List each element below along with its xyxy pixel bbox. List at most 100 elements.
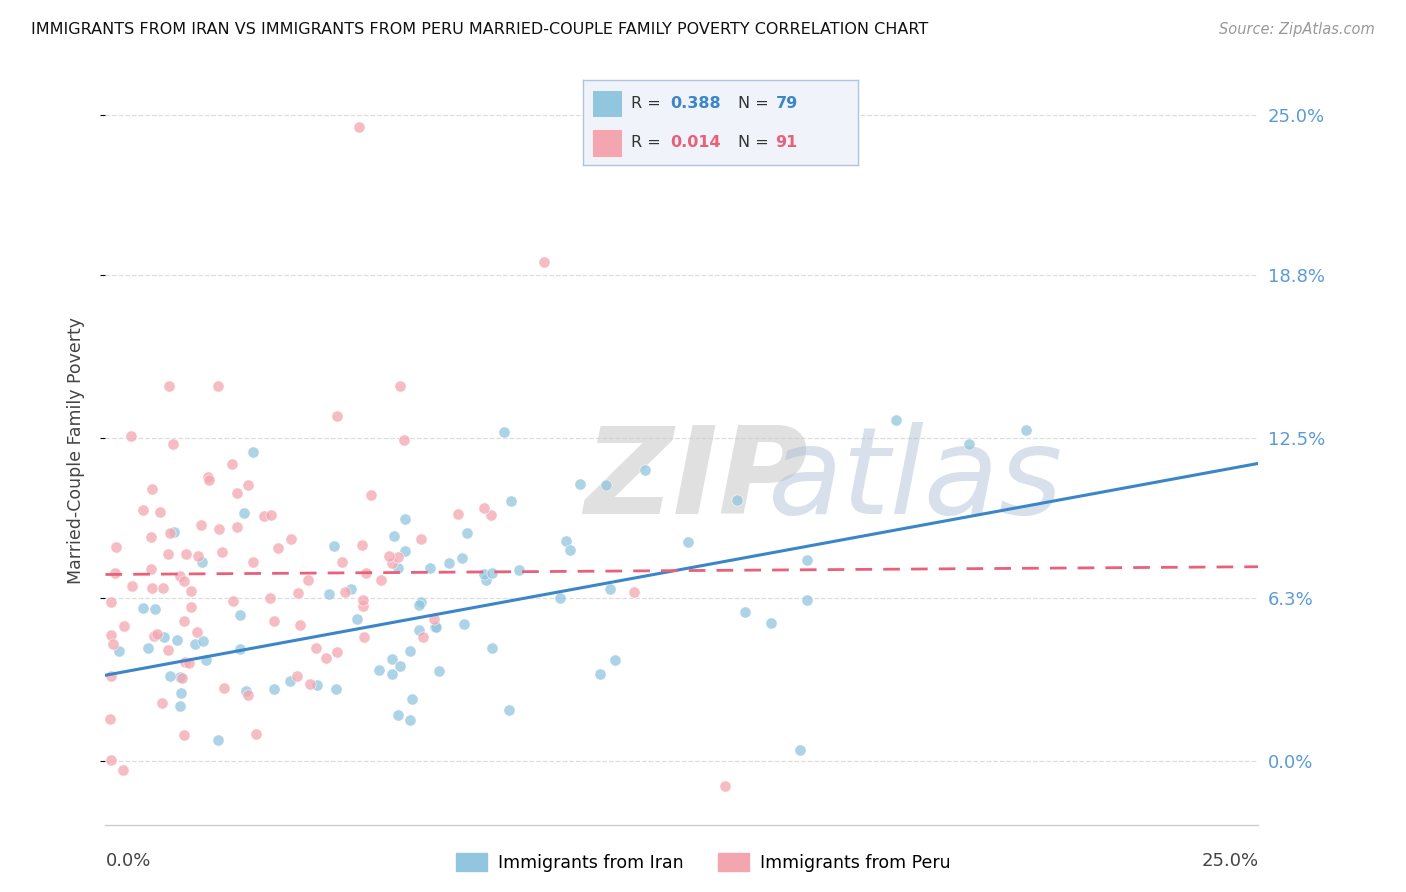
Bar xyxy=(592,89,621,117)
Point xyxy=(481,641,503,656)
Point xyxy=(187,549,209,563)
Point xyxy=(297,573,319,587)
Point xyxy=(378,549,401,564)
Y-axis label: Married-Couple Family Poverty: Married-Couple Family Poverty xyxy=(66,317,84,584)
Point xyxy=(121,579,143,593)
Text: 0.0%: 0.0% xyxy=(105,853,150,871)
Point xyxy=(352,593,374,607)
Point xyxy=(149,505,172,519)
Point xyxy=(456,526,478,541)
Point xyxy=(100,668,122,682)
Point xyxy=(356,566,378,581)
Point xyxy=(472,501,495,516)
Point xyxy=(305,641,328,656)
Point xyxy=(197,470,219,484)
Point xyxy=(143,602,166,616)
Point xyxy=(560,543,582,558)
Text: 91: 91 xyxy=(776,136,797,151)
Point xyxy=(180,584,202,599)
Point xyxy=(242,444,264,458)
Text: IMMIGRANTS FROM IRAN VS IMMIGRANTS FROM PERU MARRIED-COUPLE FAMILY POVERTY CORRE: IMMIGRANTS FROM IRAN VS IMMIGRANTS FROM … xyxy=(31,22,928,37)
Point xyxy=(100,594,122,608)
Point xyxy=(193,633,215,648)
Point xyxy=(446,507,468,521)
Point xyxy=(141,531,163,545)
Point xyxy=(411,532,433,546)
Legend: Immigrants from Iran, Immigrants from Peru: Immigrants from Iran, Immigrants from Pe… xyxy=(449,847,957,879)
Point xyxy=(287,585,309,599)
Point xyxy=(259,591,281,606)
Point xyxy=(100,628,122,642)
Point xyxy=(325,409,347,423)
Point xyxy=(453,616,475,631)
Point xyxy=(169,669,191,683)
Point xyxy=(394,512,416,526)
Point xyxy=(173,614,195,628)
Point xyxy=(589,667,612,681)
Point xyxy=(325,682,347,697)
Point xyxy=(678,535,700,549)
Point xyxy=(370,573,392,587)
Point xyxy=(131,601,153,615)
Point xyxy=(399,713,422,727)
Point xyxy=(136,641,159,656)
Point xyxy=(190,555,212,569)
Point xyxy=(399,644,422,658)
Point xyxy=(253,509,276,524)
Point xyxy=(494,425,516,439)
Point xyxy=(166,633,188,648)
Point xyxy=(238,688,260,702)
Point xyxy=(479,508,502,522)
Point xyxy=(634,463,657,477)
Point xyxy=(318,587,340,601)
Point xyxy=(146,627,169,641)
Point xyxy=(169,699,191,714)
Text: N =: N = xyxy=(738,95,775,111)
Point xyxy=(392,433,415,447)
Point xyxy=(162,437,184,451)
Point xyxy=(238,478,260,492)
Point xyxy=(221,457,243,471)
Point xyxy=(796,593,818,607)
Point xyxy=(235,684,257,698)
Point xyxy=(108,644,131,658)
Point xyxy=(214,681,236,695)
Point xyxy=(280,532,302,546)
Point xyxy=(315,650,337,665)
Point xyxy=(174,656,197,670)
Point xyxy=(347,120,370,135)
Point xyxy=(98,712,121,726)
Point xyxy=(307,678,329,692)
Point xyxy=(425,620,447,634)
Point xyxy=(789,742,811,756)
Point xyxy=(381,556,404,570)
Point xyxy=(387,550,409,565)
Point xyxy=(157,379,180,393)
Point xyxy=(568,477,591,491)
Point xyxy=(260,508,283,522)
Point xyxy=(325,645,347,659)
Point xyxy=(169,569,191,583)
Point xyxy=(714,780,737,794)
Point xyxy=(172,671,194,685)
Point xyxy=(437,556,460,570)
Point xyxy=(100,753,122,767)
Point xyxy=(423,620,446,634)
Point xyxy=(226,486,249,500)
Point xyxy=(427,664,450,678)
Point xyxy=(194,653,217,667)
Point xyxy=(112,619,135,633)
Point xyxy=(157,548,180,562)
Point xyxy=(103,566,125,581)
Point xyxy=(1014,423,1036,437)
Point xyxy=(884,413,907,427)
Point xyxy=(360,487,382,501)
Point xyxy=(101,637,124,651)
Point xyxy=(603,653,626,667)
Point xyxy=(285,669,308,683)
Point xyxy=(408,598,430,612)
Point xyxy=(221,594,243,608)
Point xyxy=(278,673,301,688)
Point xyxy=(409,595,432,609)
Text: atlas: atlas xyxy=(768,422,1064,539)
